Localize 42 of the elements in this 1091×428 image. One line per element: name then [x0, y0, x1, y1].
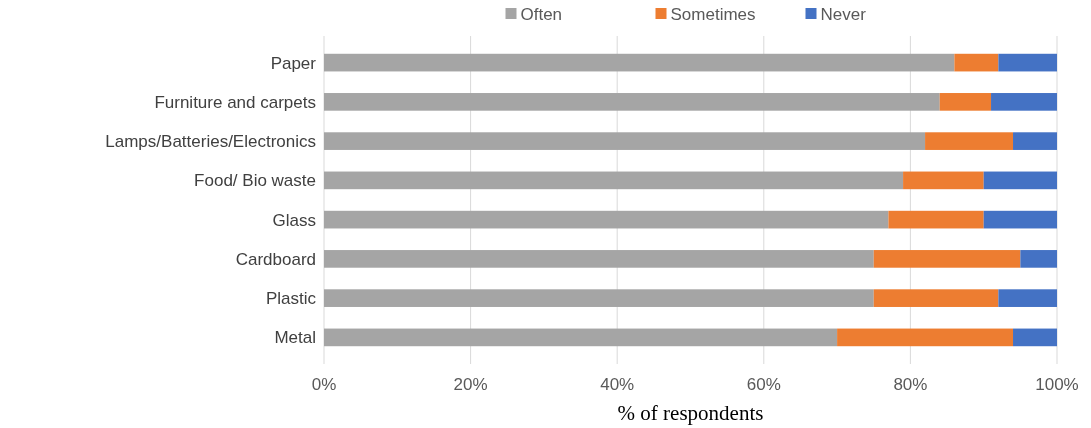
bar — [324, 210, 889, 229]
bar — [888, 210, 984, 229]
y-tick-label: Paper — [270, 53, 317, 73]
bar — [873, 289, 999, 307]
y-tick-label: Plastic — [265, 289, 317, 309]
bar — [324, 328, 838, 347]
bar — [954, 53, 999, 72]
bar — [324, 250, 874, 268]
bar — [903, 171, 984, 190]
bar — [983, 210, 1057, 229]
bar — [324, 132, 926, 150]
bar — [1013, 132, 1057, 150]
y-tick-label: Metal — [274, 328, 316, 348]
x-tick-label: 0% — [311, 375, 337, 394]
x-tick-label: 40% — [600, 375, 635, 394]
bar — [324, 289, 874, 307]
y-tick-label: Glass — [272, 210, 316, 230]
y-tick-label: Cardboard — [235, 249, 316, 269]
legend-label: Never — [820, 4, 867, 24]
bar — [324, 93, 940, 111]
y-tick-label: Lamps/Batteries/Electronics — [105, 132, 316, 152]
legend-label: Often — [520, 4, 563, 24]
bar — [1020, 250, 1057, 268]
legend-label: Sometimes — [670, 4, 756, 24]
y-tick-label: Furniture and carpets — [154, 92, 316, 112]
bar — [991, 93, 1057, 111]
bar — [998, 289, 1057, 307]
bar — [983, 171, 1057, 190]
x-tick-label: 60% — [746, 375, 781, 394]
x-tick-label: 80% — [893, 375, 928, 394]
bar — [939, 93, 992, 111]
x-tick-label: 100% — [1035, 375, 1079, 394]
bar — [873, 250, 1021, 268]
x-tick-label: 20% — [453, 375, 488, 394]
bar — [324, 53, 955, 72]
bar — [925, 132, 1014, 150]
bar — [324, 171, 904, 190]
bar — [998, 53, 1057, 72]
x-axis-title: % of respondents — [617, 401, 764, 425]
bar — [1013, 328, 1057, 347]
y-tick-label: Food/ Bio waste — [194, 171, 316, 191]
bar — [837, 328, 1014, 347]
